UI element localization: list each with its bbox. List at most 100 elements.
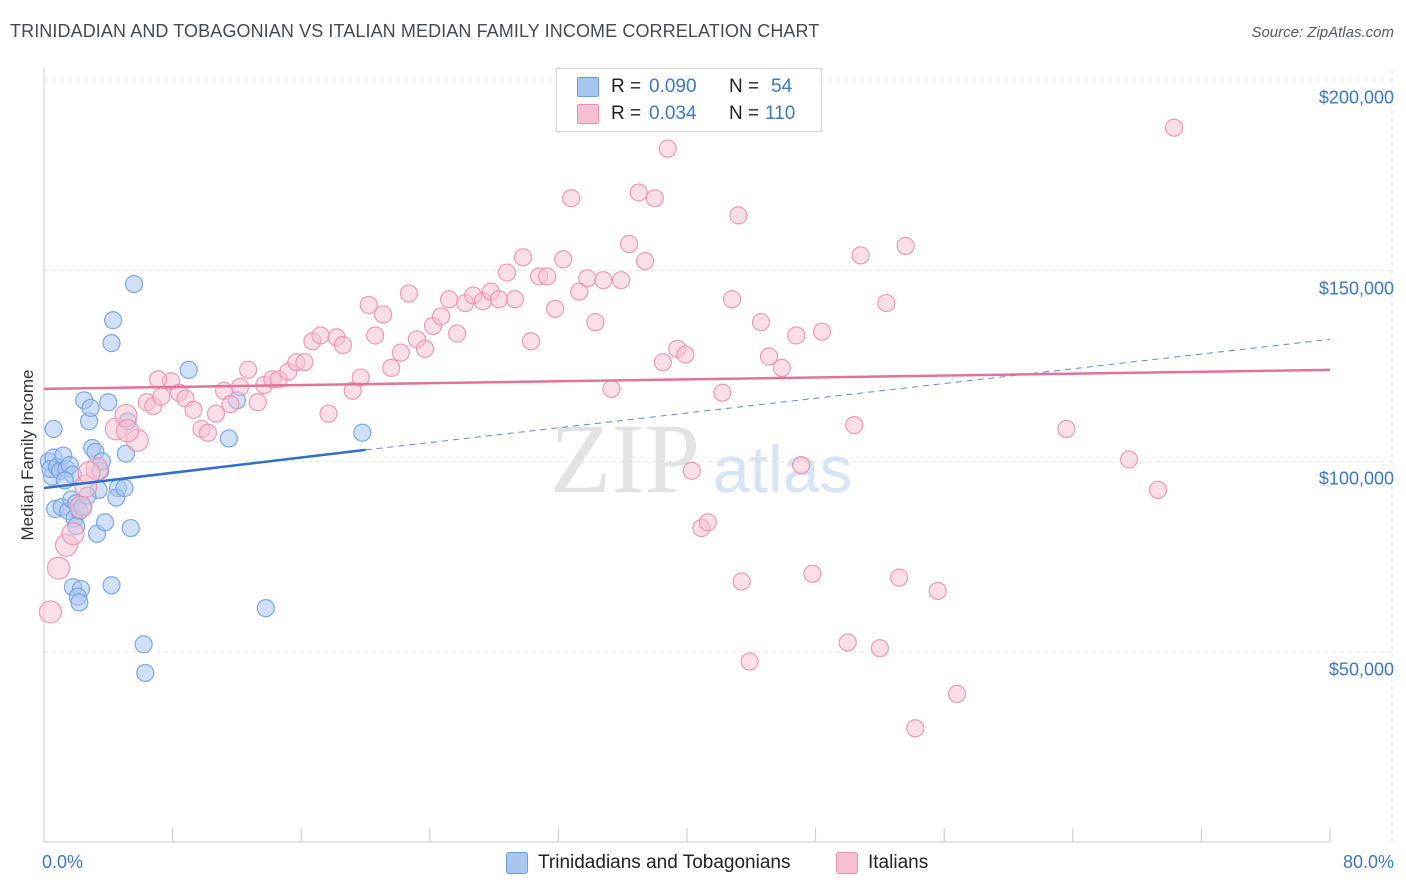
point-italian xyxy=(877,293,896,313)
point-italian xyxy=(366,326,385,345)
point-italian xyxy=(928,581,947,601)
point-italian xyxy=(448,324,467,343)
points-layer xyxy=(38,118,1184,738)
point-trinidadian xyxy=(44,419,63,439)
point-italian xyxy=(772,358,791,378)
point-italian xyxy=(198,423,218,442)
stats-r-label: R = xyxy=(611,76,642,97)
point-italian xyxy=(333,335,353,355)
y-tick-label: $200,000 xyxy=(1318,87,1394,108)
point-italian xyxy=(399,284,419,303)
point-italian xyxy=(620,234,639,254)
point-italian xyxy=(489,290,509,309)
point-italian xyxy=(658,139,677,158)
point-trinidadian xyxy=(136,663,155,683)
point-italian xyxy=(759,347,779,366)
point-italian xyxy=(69,495,93,519)
bottom-legend: Trinidadians and Tobagonians Italians xyxy=(0,852,1406,878)
point-italian xyxy=(343,381,362,400)
y-tick-label: $150,000 xyxy=(1318,278,1394,299)
point-italian xyxy=(152,387,171,406)
trend-line-trinidadian xyxy=(43,448,366,490)
point-italian xyxy=(890,568,909,587)
point-italian xyxy=(870,639,890,658)
point-trinidadian xyxy=(124,274,144,294)
point-italian xyxy=(1119,450,1139,469)
point-italian xyxy=(1057,419,1076,439)
point-italian xyxy=(239,360,258,379)
point-trinidadian xyxy=(219,429,238,448)
point-italian xyxy=(77,461,101,485)
stats-n-label: N = xyxy=(729,76,760,97)
point-trinidadian xyxy=(134,635,153,654)
legend-swatch-trinidadian xyxy=(506,852,528,874)
point-italian xyxy=(206,404,226,423)
point-trinidadian xyxy=(102,334,121,353)
point-italian xyxy=(311,326,330,345)
point-trinidadian xyxy=(353,423,372,442)
point-italian xyxy=(295,353,314,372)
stats-legend-box: R = 0.090 N = 54 R = 0.034 N = 110 xyxy=(556,68,822,132)
point-italian xyxy=(391,343,410,362)
point-italian xyxy=(382,358,401,378)
point-italian xyxy=(538,267,557,286)
point-italian xyxy=(636,252,655,271)
point-trinidadian xyxy=(70,593,89,612)
y-tick-label: $50,000 xyxy=(1328,659,1394,680)
point-italian xyxy=(792,456,811,475)
point-italian xyxy=(415,339,435,358)
point-italian xyxy=(513,248,533,267)
stats-swatch-italian xyxy=(577,104,599,124)
point-italian xyxy=(319,404,338,423)
legend-item-trinidadian[interactable]: Trinidadians and Tobagonians xyxy=(506,852,790,874)
point-italian xyxy=(184,400,203,419)
point-italian xyxy=(351,368,370,387)
point-italian xyxy=(46,556,71,580)
stats-r-value: 0.034 xyxy=(649,103,697,124)
point-trinidadian xyxy=(179,360,198,379)
point-trinidadian xyxy=(81,398,100,418)
point-italian xyxy=(645,189,664,208)
trend-line-trinidadian-extension xyxy=(365,338,1331,451)
point-italian xyxy=(61,522,85,546)
x-tick-label-min: 0.0% xyxy=(42,852,84,872)
point-italian xyxy=(570,282,589,301)
point-italian xyxy=(602,379,621,398)
point-italian xyxy=(439,290,459,309)
point-italian xyxy=(374,305,393,324)
stats-r-value: 0.090 xyxy=(649,76,697,97)
point-italian xyxy=(740,652,759,671)
point-italian xyxy=(713,383,732,402)
point-trinidadian xyxy=(256,599,275,618)
legend-item-italian[interactable]: Italians xyxy=(836,852,928,874)
point-italian xyxy=(947,684,967,704)
point-italian xyxy=(586,313,605,332)
point-italian xyxy=(546,299,565,318)
y-tick-label: $100,000 xyxy=(1318,468,1394,489)
point-italian xyxy=(505,290,525,309)
point-trinidadian xyxy=(115,478,134,498)
point-italian xyxy=(1148,480,1168,500)
point-italian xyxy=(562,189,581,208)
watermark-atlas: atlas xyxy=(713,432,852,506)
point-italian xyxy=(221,395,240,414)
stats-n-value: 54 xyxy=(771,76,793,97)
point-trinidadian xyxy=(104,311,123,330)
y-axis-label: Median Family Income xyxy=(18,369,37,541)
point-italian xyxy=(906,719,925,738)
point-italian xyxy=(248,393,267,412)
legend-label-trinidadian: Trinidadians and Tobagonians xyxy=(538,852,791,873)
stats-n-value: 110 xyxy=(765,103,796,124)
chart-title: TRINIDADIAN AND TOBAGONIAN VS ITALIAN ME… xyxy=(10,21,820,41)
legend-label-italian: Italians xyxy=(868,852,929,873)
point-italian xyxy=(812,322,832,341)
point-italian xyxy=(1164,118,1184,137)
stats-r-label: R = xyxy=(611,103,642,124)
point-italian xyxy=(729,206,748,225)
legend-swatch-italian xyxy=(836,852,858,874)
point-italian xyxy=(653,353,672,372)
point-italian xyxy=(787,326,806,345)
point-italian xyxy=(851,246,870,265)
watermark-zip: ZIP xyxy=(550,403,700,514)
